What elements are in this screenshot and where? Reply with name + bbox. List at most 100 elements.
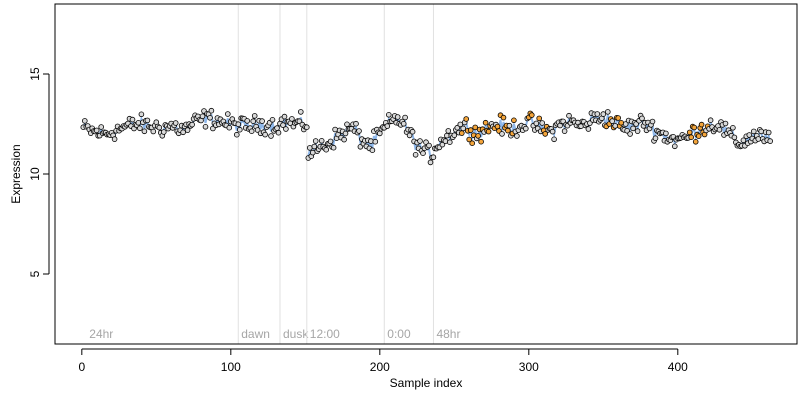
data-point xyxy=(289,116,295,122)
data-point xyxy=(430,154,437,161)
data-point xyxy=(394,114,401,120)
region-label: 48hr xyxy=(436,327,460,341)
plot-frame xyxy=(54,3,798,345)
data-point xyxy=(98,124,104,130)
data-point xyxy=(280,122,286,128)
data-point xyxy=(505,127,511,134)
data-point xyxy=(189,121,195,128)
axes: 0 100 200 300 400 5 10 15 xyxy=(28,67,688,374)
data-point xyxy=(514,133,520,139)
data-point xyxy=(129,116,136,123)
data-point xyxy=(639,115,645,122)
data-point xyxy=(460,125,467,132)
data-point xyxy=(609,118,615,124)
data-point xyxy=(251,113,258,119)
data-point xyxy=(561,128,568,134)
data-point xyxy=(758,128,764,135)
data-point xyxy=(180,129,186,136)
data-point xyxy=(402,114,408,121)
data-point xyxy=(446,139,453,146)
data-point xyxy=(318,138,325,144)
data-point xyxy=(330,144,337,151)
region-label: dawn xyxy=(241,327,270,341)
data-point xyxy=(268,133,274,139)
data-point xyxy=(604,109,611,115)
data-point xyxy=(765,129,772,136)
data-point xyxy=(767,138,773,144)
data-point xyxy=(172,120,179,126)
data-point xyxy=(427,159,434,166)
data-point xyxy=(138,111,145,118)
data-point xyxy=(731,134,738,141)
data-point xyxy=(600,111,607,117)
data-point xyxy=(566,112,572,119)
region-label: 24hr xyxy=(89,327,113,341)
x-tick-label: 200 xyxy=(370,360,390,374)
data-point xyxy=(161,129,167,135)
x-axis-label: Sample index xyxy=(390,376,463,390)
data-point xyxy=(82,118,88,124)
data-point xyxy=(695,133,702,139)
data-point xyxy=(594,111,601,117)
data-point xyxy=(406,132,413,139)
data-point xyxy=(533,120,540,127)
data-point xyxy=(622,121,629,127)
data-point xyxy=(369,147,376,154)
data-point xyxy=(111,136,118,142)
data-point xyxy=(344,121,350,128)
y-tick-label: 5 xyxy=(28,270,42,277)
data-point xyxy=(716,127,723,133)
data-point xyxy=(549,128,556,135)
data-point xyxy=(259,118,265,124)
data-point xyxy=(585,126,592,132)
data-point xyxy=(417,138,423,144)
data-point xyxy=(342,130,349,137)
data-point xyxy=(269,117,276,123)
data-point xyxy=(482,119,489,126)
data-point xyxy=(144,117,151,124)
data-point xyxy=(630,125,636,132)
data-point xyxy=(237,126,243,133)
data-point xyxy=(691,124,697,131)
data-point xyxy=(207,115,213,121)
data-point xyxy=(426,142,432,149)
data-point xyxy=(250,118,257,124)
data-point xyxy=(506,122,513,129)
data-point xyxy=(225,111,231,117)
region-label: 12:00 xyxy=(310,327,340,341)
data-point xyxy=(466,136,473,143)
data-point xyxy=(341,136,347,143)
data-point xyxy=(420,150,426,157)
data-point xyxy=(469,140,476,147)
data-point xyxy=(141,128,148,135)
fit-lines xyxy=(82,111,772,162)
data-point xyxy=(746,132,753,138)
data-point xyxy=(615,115,621,121)
data-point xyxy=(467,127,474,133)
data-point xyxy=(500,114,507,121)
data-point xyxy=(686,129,693,136)
data-point xyxy=(627,131,633,137)
data-point xyxy=(649,118,656,125)
data-point xyxy=(707,117,714,123)
data-point xyxy=(528,112,535,118)
data-point xyxy=(472,124,479,131)
y-axis-label: Expression xyxy=(9,144,23,203)
data-point xyxy=(740,137,747,144)
data-point xyxy=(409,128,416,135)
data-point xyxy=(208,107,215,114)
data-point xyxy=(463,116,470,122)
data-point xyxy=(332,126,338,133)
data-point xyxy=(281,113,288,120)
data-point xyxy=(199,113,206,120)
data-point xyxy=(578,123,584,129)
data-point xyxy=(234,131,240,138)
data-point xyxy=(244,118,251,124)
data-point xyxy=(150,128,157,135)
data-point xyxy=(478,138,484,145)
data-point xyxy=(297,109,304,115)
data-point xyxy=(353,120,359,127)
data-point xyxy=(356,128,362,134)
data-point xyxy=(384,123,391,129)
y-tick-label: 15 xyxy=(28,67,42,81)
